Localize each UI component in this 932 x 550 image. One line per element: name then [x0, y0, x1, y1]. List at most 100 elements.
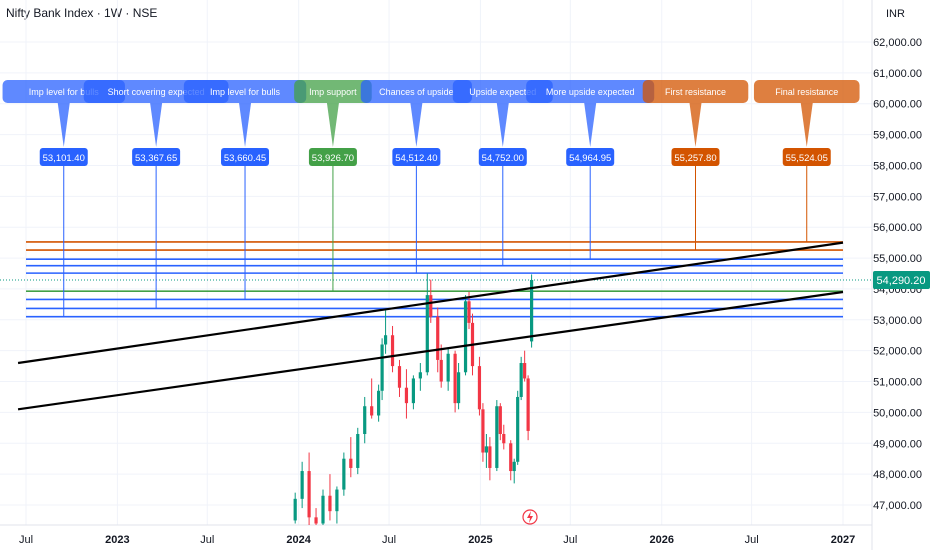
- callout-note-text: Chances of upside: [379, 87, 454, 97]
- candle-body: [436, 316, 440, 360]
- callout-value-text: 53,926.70: [312, 153, 354, 164]
- price-tick-label: 61,000.00: [873, 68, 922, 80]
- callout-note-box: [360, 80, 472, 103]
- candle-body: [463, 301, 468, 373]
- callout-value-text: 53,660.45: [224, 153, 266, 164]
- callout-note-box: [753, 80, 860, 103]
- callout-note-text: Imp level for bulls: [210, 87, 281, 97]
- candle-body: [328, 495, 332, 512]
- candle-body: [456, 372, 461, 404]
- candle-body: [335, 489, 339, 512]
- candle-body: [526, 378, 530, 431]
- candle-body: [349, 458, 353, 468]
- callout-note-box: [642, 80, 749, 103]
- last-price-tag: [873, 270, 930, 289]
- price-tick-label: 47,000.00: [873, 500, 922, 512]
- candle-body: [481, 409, 485, 453]
- callout-note-box: [183, 80, 307, 103]
- callout-note-text: Upside expected: [469, 87, 536, 97]
- callout-value-text: 55,257.80: [674, 153, 716, 164]
- lightning-bolt-icon: [527, 511, 533, 523]
- price-tick-label: 52,000.00: [873, 346, 922, 358]
- time-tick-label: 2026: [649, 534, 673, 546]
- callout-value-box: [782, 148, 831, 166]
- candle-body: [477, 366, 482, 410]
- callout-pointer: [800, 103, 813, 147]
- callout-note-text: Imp support: [309, 87, 357, 97]
- price-tick-label: 55,000.00: [873, 253, 922, 265]
- callout-value-box: [308, 148, 357, 166]
- callout-value-box: [221, 148, 270, 166]
- time-tick-label: Jul: [745, 534, 759, 546]
- callout-pointer: [326, 103, 339, 147]
- callout-value-box: [39, 148, 88, 166]
- callout-value-text: 53,367.65: [135, 153, 177, 164]
- candle-body: [356, 434, 360, 468]
- candle-body: [300, 471, 304, 499]
- price-tick-label: 48,000.00: [873, 469, 922, 481]
- callout-pointer: [410, 103, 423, 147]
- candle-body: [495, 406, 499, 468]
- candle-body: [529, 279, 534, 342]
- trend-line: [17, 241, 844, 365]
- candle-body: [314, 517, 318, 524]
- callout-pointer: [239, 103, 252, 147]
- candle-body: [429, 295, 433, 317]
- time-tick-label: 2025: [468, 534, 492, 546]
- candle-body: [370, 406, 374, 416]
- price-tick-label: 58,000.00: [873, 160, 922, 172]
- price-tick-label: 49,000.00: [873, 438, 922, 450]
- time-tick-label: 2023: [105, 534, 129, 546]
- callout-pointer: [150, 103, 163, 147]
- candle-body: [502, 434, 506, 444]
- price-tick-label: 57,000.00: [873, 191, 922, 203]
- candle-body: [397, 366, 402, 388]
- candle-body: [363, 406, 367, 435]
- callout-value-box: [566, 148, 615, 166]
- callout-note-text: Short covering expected: [108, 87, 205, 97]
- callout-pointer: [584, 103, 597, 147]
- candle-body: [293, 498, 297, 521]
- callout-note-text: Final resistance: [775, 87, 838, 97]
- time-tick-label: Jul: [563, 534, 577, 546]
- candle-body: [488, 446, 492, 468]
- price-tick-label: 59,000.00: [873, 130, 922, 142]
- callout-note-box: [526, 80, 655, 103]
- price-tick-label: 51,000.00: [873, 377, 922, 389]
- time-tick-label: Jul: [382, 534, 396, 546]
- candle-body: [498, 406, 502, 435]
- trend-line: [17, 290, 844, 411]
- candle-body: [404, 387, 409, 404]
- chart-title: Nifty Bank Index · 1W · NSE: [6, 6, 158, 20]
- currency-label: INR: [886, 8, 905, 20]
- callout-value-text: 54,752.00: [482, 153, 524, 164]
- callout-value-text: 55,524.05: [786, 153, 828, 164]
- candle-body: [523, 363, 527, 379]
- time-tick-label: Jul: [19, 534, 33, 546]
- candle-body: [307, 471, 311, 518]
- callout-value-text: 54,512.40: [395, 153, 437, 164]
- price-tick-label: 50,000.00: [873, 407, 922, 419]
- time-tick-label: Jul: [200, 534, 214, 546]
- callout-pointer: [57, 103, 70, 147]
- callout-note-text: First resistance: [665, 87, 726, 97]
- candle-body: [411, 378, 415, 404]
- callout-value-text: 53,101.40: [43, 153, 85, 164]
- callout-value-box: [392, 148, 441, 166]
- time-tick-label: 2027: [831, 534, 855, 546]
- candle-body: [383, 335, 388, 345]
- candle-body: [418, 372, 422, 379]
- price-tick-label: 56,000.00: [873, 222, 922, 234]
- callout-pointer: [496, 103, 509, 147]
- candle-body: [446, 353, 450, 382]
- last-price-tag-text: 54,290.20: [877, 275, 926, 287]
- price-tick-label: 62,000.00: [873, 37, 922, 49]
- candle-body: [439, 359, 443, 382]
- callout-value-box: [478, 148, 527, 166]
- candle-body: [453, 353, 457, 404]
- candle-body: [516, 396, 520, 462]
- time-tick-label: 2024: [286, 534, 311, 546]
- callout-note-text: Imp level for bulls: [29, 87, 100, 97]
- callout-note-text: More upside expected: [546, 87, 635, 97]
